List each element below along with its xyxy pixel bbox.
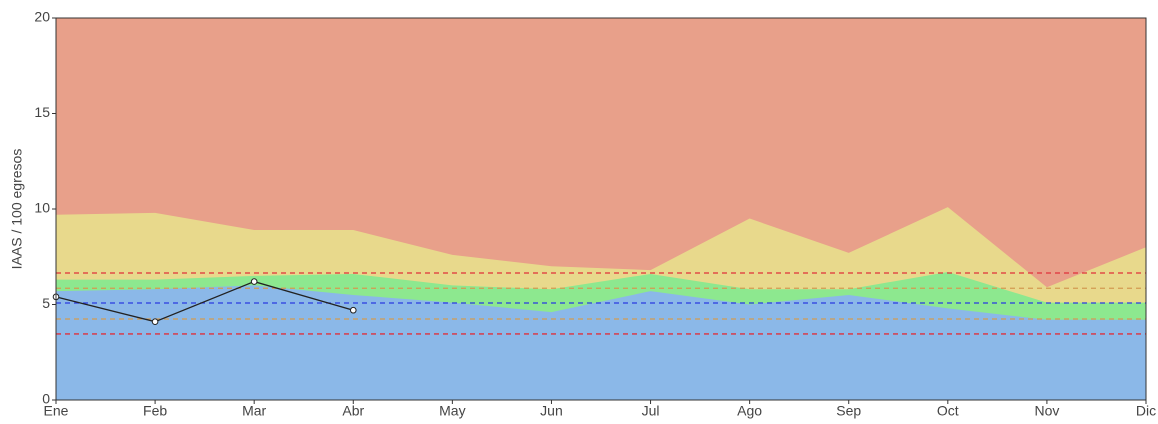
x-tick-label: Ago (737, 403, 762, 419)
y-tick-label: 10 (34, 200, 50, 216)
data-point (151, 318, 159, 325)
x-tick-label: Dic (1136, 403, 1156, 419)
x-tick-label: Jun (540, 403, 563, 419)
x-tick-label: Ene (44, 403, 69, 419)
x-tick-label: Nov (1034, 403, 1059, 419)
data-point (349, 306, 357, 314)
y-tick-label: 15 (34, 104, 50, 120)
x-tick-label: Sep (836, 403, 861, 419)
x-tick-label: May (439, 403, 465, 419)
y-axis-label: IAAS / 100 egresos (9, 149, 25, 270)
x-tick-label: Mar (242, 403, 266, 419)
y-tick-label: 0 (42, 391, 50, 407)
x-tick-label: Jul (642, 403, 660, 419)
x-tick-label: Oct (937, 403, 959, 419)
data-point (250, 278, 258, 285)
x-tick-label: Feb (143, 403, 167, 419)
x-tick-label: Abr (342, 403, 364, 419)
y-tick-label: 5 (42, 295, 50, 311)
y-tick-label: 20 (34, 9, 50, 25)
area-band (56, 285, 1146, 400)
data-line (55, 280, 354, 323)
